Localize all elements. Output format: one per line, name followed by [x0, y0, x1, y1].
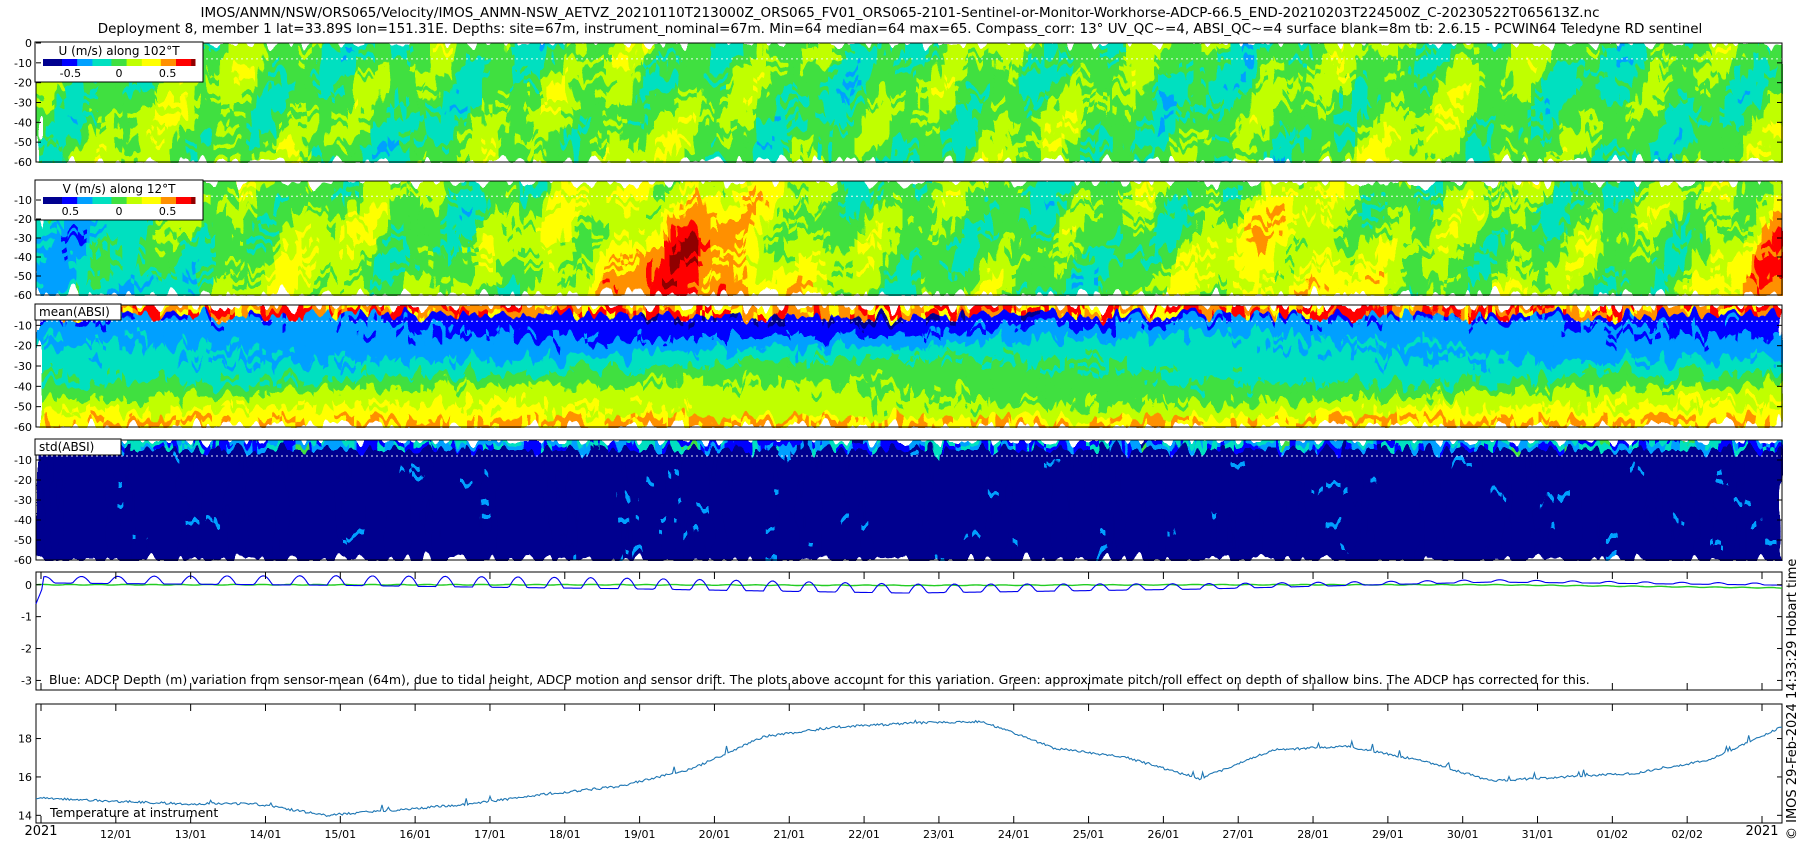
x-tick-label: 28/01 [1297, 828, 1329, 841]
y-tick-label: -30 [14, 97, 32, 110]
mean-absi-cells [36, 305, 1783, 428]
x-tick-label: 24/01 [998, 828, 1030, 841]
colorbar-tick-label: -0.5 [60, 67, 81, 80]
colorbar-tick-label: 0 [116, 205, 123, 218]
y-tick-label: -40 [14, 116, 32, 129]
y-tick-label: -40 [14, 514, 32, 527]
v-velocity-cells [36, 181, 1783, 296]
depth-panel-frame [35, 571, 1783, 691]
y-tick-label: 0 [25, 37, 32, 50]
y-axis-mean-absi: -10 -20 -30 -40 -50 -60 [14, 319, 1782, 434]
y-tick-label: -30 [14, 494, 32, 507]
y-tick-label: -30 [14, 232, 32, 245]
depth-panel-caption: Blue: ADCP Depth (m) variation from sens… [49, 672, 1590, 687]
y-tick-label: -20 [14, 77, 32, 90]
legend-label: std(ABSI) [39, 440, 94, 454]
y-tick-label: -1 [21, 611, 32, 624]
std-absi-legend: std(ABSI) [34, 438, 122, 456]
colorbar-tick-label: 0.5 [159, 205, 177, 218]
y-tick-label: -50 [14, 401, 32, 414]
legend-label: mean(ABSI) [39, 305, 110, 319]
y-tick-label: -60 [14, 421, 32, 434]
y-tick-label: -50 [14, 270, 32, 283]
x-tick-label: 29/01 [1372, 828, 1404, 841]
x-tick-label: 20/01 [699, 828, 731, 841]
x-tick-label: 16/01 [399, 828, 431, 841]
x-tick-label: 26/01 [1148, 828, 1180, 841]
y-tick-label: -30 [14, 360, 32, 373]
y-tick-label: -10 [14, 454, 32, 467]
y-tick-label: 0 [25, 579, 32, 592]
x-tick-label: 14/01 [250, 828, 282, 841]
y-tick-label: -10 [14, 319, 32, 332]
x-tick-label: 27/01 [1222, 828, 1254, 841]
std-absi-heatmap: std(ABSI) [34, 438, 1783, 561]
u-velocity-heatmap: U (m/s) along 102°T -0.5 0 0.5 [34, 41, 1783, 163]
y-tick-label: 18 [18, 733, 32, 746]
x-tick-label: 21/01 [773, 828, 805, 841]
legend-box [34, 303, 122, 321]
x-tick-label: 13/01 [175, 828, 207, 841]
x-tick-label: 01/02 [1596, 828, 1628, 841]
x-tick-label: 2021 [24, 824, 57, 839]
adcp-depth-variation-plot [35, 571, 1783, 691]
y-tick-label: -10 [14, 194, 32, 207]
u-velocity-colorbar: U (m/s) along 102°T -0.5 0 0.5 [34, 41, 204, 83]
x-tick-label: 25/01 [1073, 828, 1105, 841]
x-tick-label: 19/01 [624, 828, 656, 841]
x-tick-label: 18/01 [549, 828, 581, 841]
x-tick-label: 2021 [1745, 824, 1778, 839]
y-tick-label: -20 [14, 340, 32, 353]
temperature-label: Temperature at instrument [49, 805, 218, 820]
y-tick-label: 16 [18, 771, 32, 784]
colorbar-title: U (m/s) along 102°T [58, 44, 180, 58]
y-axis-temperature: 14 16 18 [18, 733, 1782, 822]
mean-absi-legend: mean(ABSI) [34, 303, 122, 321]
y-tick-label: -2 [21, 643, 32, 656]
temperature-panel-frame [35, 703, 1783, 824]
x-tick-label: 23/01 [923, 828, 955, 841]
x-tick-label: 17/01 [474, 828, 506, 841]
v-velocity-colorbar: V (m/s) along 12°T 0.5 0 0.5 [34, 179, 204, 221]
copyright-timestamp: © IMOS 29-Feb-2024 14:33:29 Hobart time [1785, 559, 1800, 840]
colorbar-title: V (m/s) along 12°T [63, 182, 177, 196]
x-tick-label: 12/01 [100, 828, 132, 841]
colorbar-tick-label: 0.5 [159, 67, 177, 80]
x-tick-label: 02/02 [1671, 828, 1703, 841]
y-axis-u-velocity: 0 -10 -20 -30 -40 -50 -60 [14, 37, 1782, 169]
y-axis-std-absi: -10 -20 -30 -40 -50 -60 [14, 454, 1782, 567]
y-tick-label: -3 [21, 674, 32, 687]
y-axis-v-velocity: -10 -20 -30 -40 -50 -60 [14, 194, 1782, 302]
chart-title-details: Deployment 8, member 1 lat=33.89S lon=15… [0, 21, 1800, 37]
mean-absi-heatmap: mean(ABSI) [34, 303, 1783, 428]
temperature-plot: Temperature at instrument 2021 12/01 13/01 1… [24, 572, 1783, 841]
depth-variation-line [35, 575, 1782, 605]
y-tick-label: -10 [14, 57, 32, 70]
y-tick-label: -40 [14, 380, 32, 393]
y-tick-label: -60 [14, 554, 32, 567]
u-velocity-cells [36, 43, 1783, 163]
x-tick-label: 22/01 [848, 828, 880, 841]
y-tick-label: -50 [14, 534, 32, 547]
x-tick-label: 30/01 [1447, 828, 1479, 841]
x-tick-label: 15/01 [324, 828, 356, 841]
y-tick-label: 14 [18, 809, 32, 822]
y-tick-label: -20 [14, 213, 32, 226]
y-tick-label: -20 [14, 474, 32, 487]
x-tick-label: 31/01 [1522, 828, 1554, 841]
chart-title-path: IMOS/ANMN/NSW/ORS065/Velocity/IMOS_ANMN-… [0, 5, 1800, 21]
y-tick-label: -60 [14, 289, 32, 302]
y-tick-label: -40 [14, 251, 32, 264]
temperature-line [35, 719, 1783, 818]
v-velocity-heatmap: V (m/s) along 12°T 0.5 0 0.5 [34, 179, 1783, 296]
colorbar-tick-label: 0.5 [62, 205, 80, 218]
y-axis-adcp-depth-variation: 0 -1 -2 -3 [21, 579, 1782, 687]
std-absi-cells [36, 440, 1783, 561]
y-tick-label: -50 [14, 136, 32, 149]
legend-box [34, 438, 122, 456]
colorbar-tick-label: 0 [116, 67, 123, 80]
y-tick-label: -60 [14, 156, 32, 169]
